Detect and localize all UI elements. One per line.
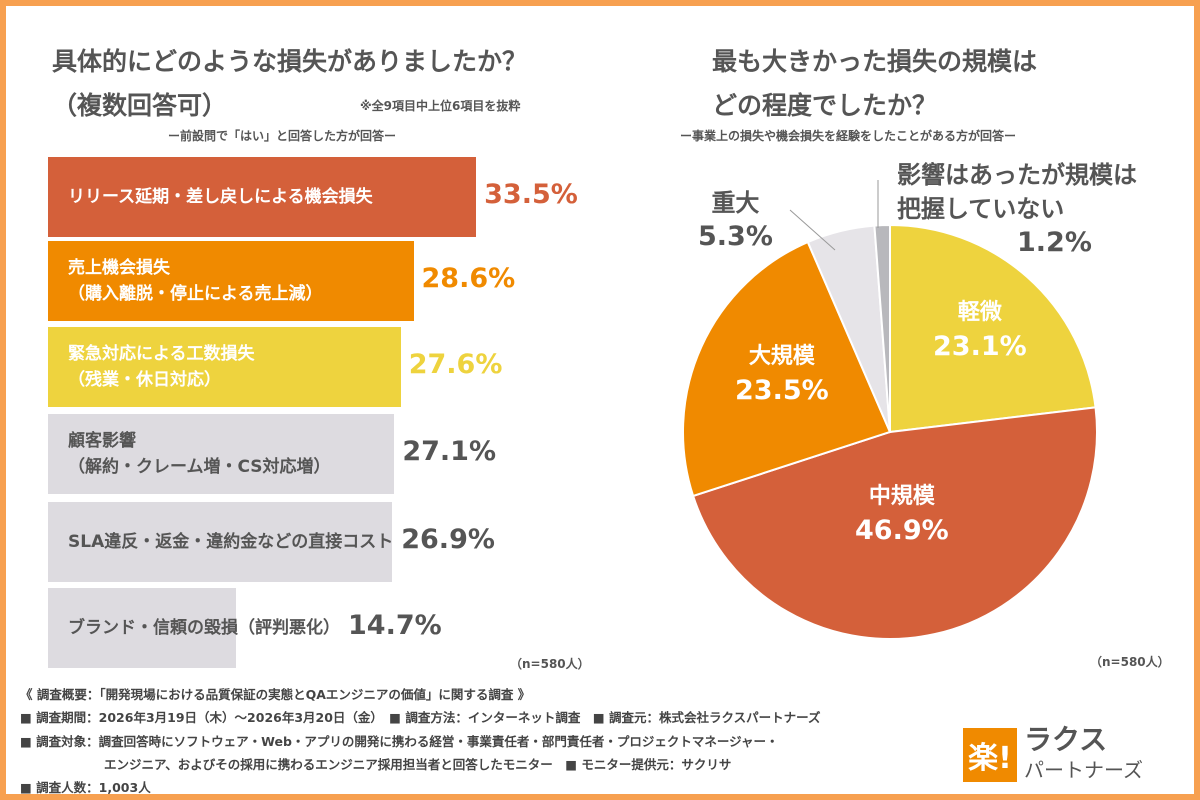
bar-chart-title2: （複数回答可） <box>52 91 228 120</box>
bar-category-line: 顧客影響 <box>68 431 136 451</box>
pie-label-text: 中規模 <box>868 484 935 509</box>
pie-label-severe: 重大 5.3% <box>698 186 773 254</box>
pie-label-value: 5.3% <box>698 221 773 252</box>
bar: 売上機会損失 （購入離脱・停止による売上減） <box>48 241 414 321</box>
pie-label-text: 把握していない <box>897 195 1065 223</box>
pie-label-medium: 中規模 46.9% <box>855 480 949 548</box>
pie-chart-title: 最も大きかった損失の規模は <box>712 47 1038 76</box>
bar-category-line: リリース延期・差し戻しによる機会損失 <box>68 187 373 207</box>
bar-value-label: 14.7% <box>348 610 442 641</box>
bar-category-line: （購入離脱・停止による売上減） <box>68 284 323 304</box>
logo-name1: ラクス <box>1024 723 1108 756</box>
bar-value-label: 28.6% <box>421 263 516 294</box>
pie-label-large: 大規模 23.5% <box>735 340 829 408</box>
pie-slice <box>889 223 1097 434</box>
logo-mark: 楽! <box>963 728 1017 782</box>
bar: 顧客影響 （解約・クレーム増・CS対応増） <box>48 414 395 494</box>
bar-category-line: 緊急対応による工数損失 <box>68 344 255 364</box>
bar: リリース延期・差し戻しによる機会損失 <box>48 157 477 237</box>
bar-value-label: 27.6% <box>408 349 503 380</box>
pie-slice <box>873 223 891 433</box>
pie-label-text: 軽微 <box>957 300 1002 325</box>
bar-value-label: 33.5% <box>484 179 578 210</box>
bar-category-label: 緊急対応による工数損失 （残業・休日対応） <box>68 341 255 393</box>
pie-chart-n: （n=580人） <box>1090 655 1170 669</box>
bar-value-label: 26.9% <box>401 524 495 555</box>
bar-chart-note: ※全9項目中上位6項目を抜粋 <box>360 99 521 113</box>
bar-category-label: ブランド・信頼の毀損（評判悪化） <box>68 615 340 641</box>
pie-label-value: 46.9% <box>855 515 949 546</box>
pie-label-unknown: 影響はあったが規模は 把握していない 1.2% <box>897 158 1137 260</box>
pie-label-text: 影響はあったが規模は <box>897 161 1137 189</box>
bar: ブランド・信頼の毀損（評判悪化） <box>48 588 340 668</box>
bar-category-line: SLA違反・返金・違約金などの直接コスト <box>68 532 394 552</box>
pie-label-text: 大規模 <box>748 344 815 369</box>
pie-chart-title2: どの程度でしたか？ <box>712 91 938 120</box>
logo-name2: パートナーズ <box>1024 758 1143 782</box>
pie-slice <box>682 240 892 498</box>
bar-category-label: 顧客影響 （解約・クレーム増・CS対応増） <box>68 428 331 480</box>
footer-line4: エンジニア、およびその採用に携わるエンジニア採用担当者と回答したモニター ■ モ… <box>104 757 732 772</box>
pie-slice <box>691 406 1099 640</box>
bar-chart-n: （n=580人） <box>510 657 590 671</box>
bar-category-label: SLA違反・返金・違約金などの直接コスト <box>68 529 393 555</box>
pie-label-text: 重大 <box>711 189 760 217</box>
pie-chart-subtitle: ー事業上の損失や機会損失を経験をしたことがある方が回答ー <box>680 129 1017 143</box>
bar-category-line: ブランド・信頼の毀損（評判悪化） <box>68 618 340 638</box>
bar-value-label: 27.1% <box>402 436 496 467</box>
bar: 緊急対応による工数損失 （残業・休日対応） <box>48 327 401 407</box>
bar-category-label: リリース延期・差し戻しによる機会損失 <box>68 184 373 210</box>
bar-chart-subtitle: ー前設問で「はい」と回答した方が回答ー <box>168 129 397 143</box>
bar-chart-title: 具体的にどのような損失がありましたか？ <box>52 47 528 76</box>
footer-line3: ■ 調査対象：調査回答時にソフトウェア・Web・アプリの開発に携わる経営・事業責… <box>20 734 779 749</box>
pie-label-value: 23.5% <box>735 375 829 406</box>
pie-label-value: 1.2% <box>1017 227 1092 258</box>
bar: SLA違反・返金・違約金などの直接コスト <box>48 502 393 582</box>
bar-category-label: 売上機会損失 （購入離脱・停止による売上減） <box>68 255 323 307</box>
footer-line5: ■ 調査人数：1,003人 <box>20 780 151 795</box>
leader-line <box>789 209 836 251</box>
pie-label-minor: 軽微 23.1% <box>933 296 1027 364</box>
bar-category-line: （残業・休日対応） <box>68 370 221 390</box>
footer-line1: 《 調査概要：「開発現場における品質保証の実態とQAエンジニアの価値」に関する調… <box>20 687 531 702</box>
pie-label-value: 23.1% <box>933 331 1027 362</box>
bar-category-line: 売上機会損失 <box>68 258 170 278</box>
footer-line2: ■ 調査期間：2026年3月19日（木）～2026年3月20日（金） ■ 調査方… <box>20 710 821 725</box>
bar-category-line: （解約・クレーム増・CS対応増） <box>68 457 331 477</box>
